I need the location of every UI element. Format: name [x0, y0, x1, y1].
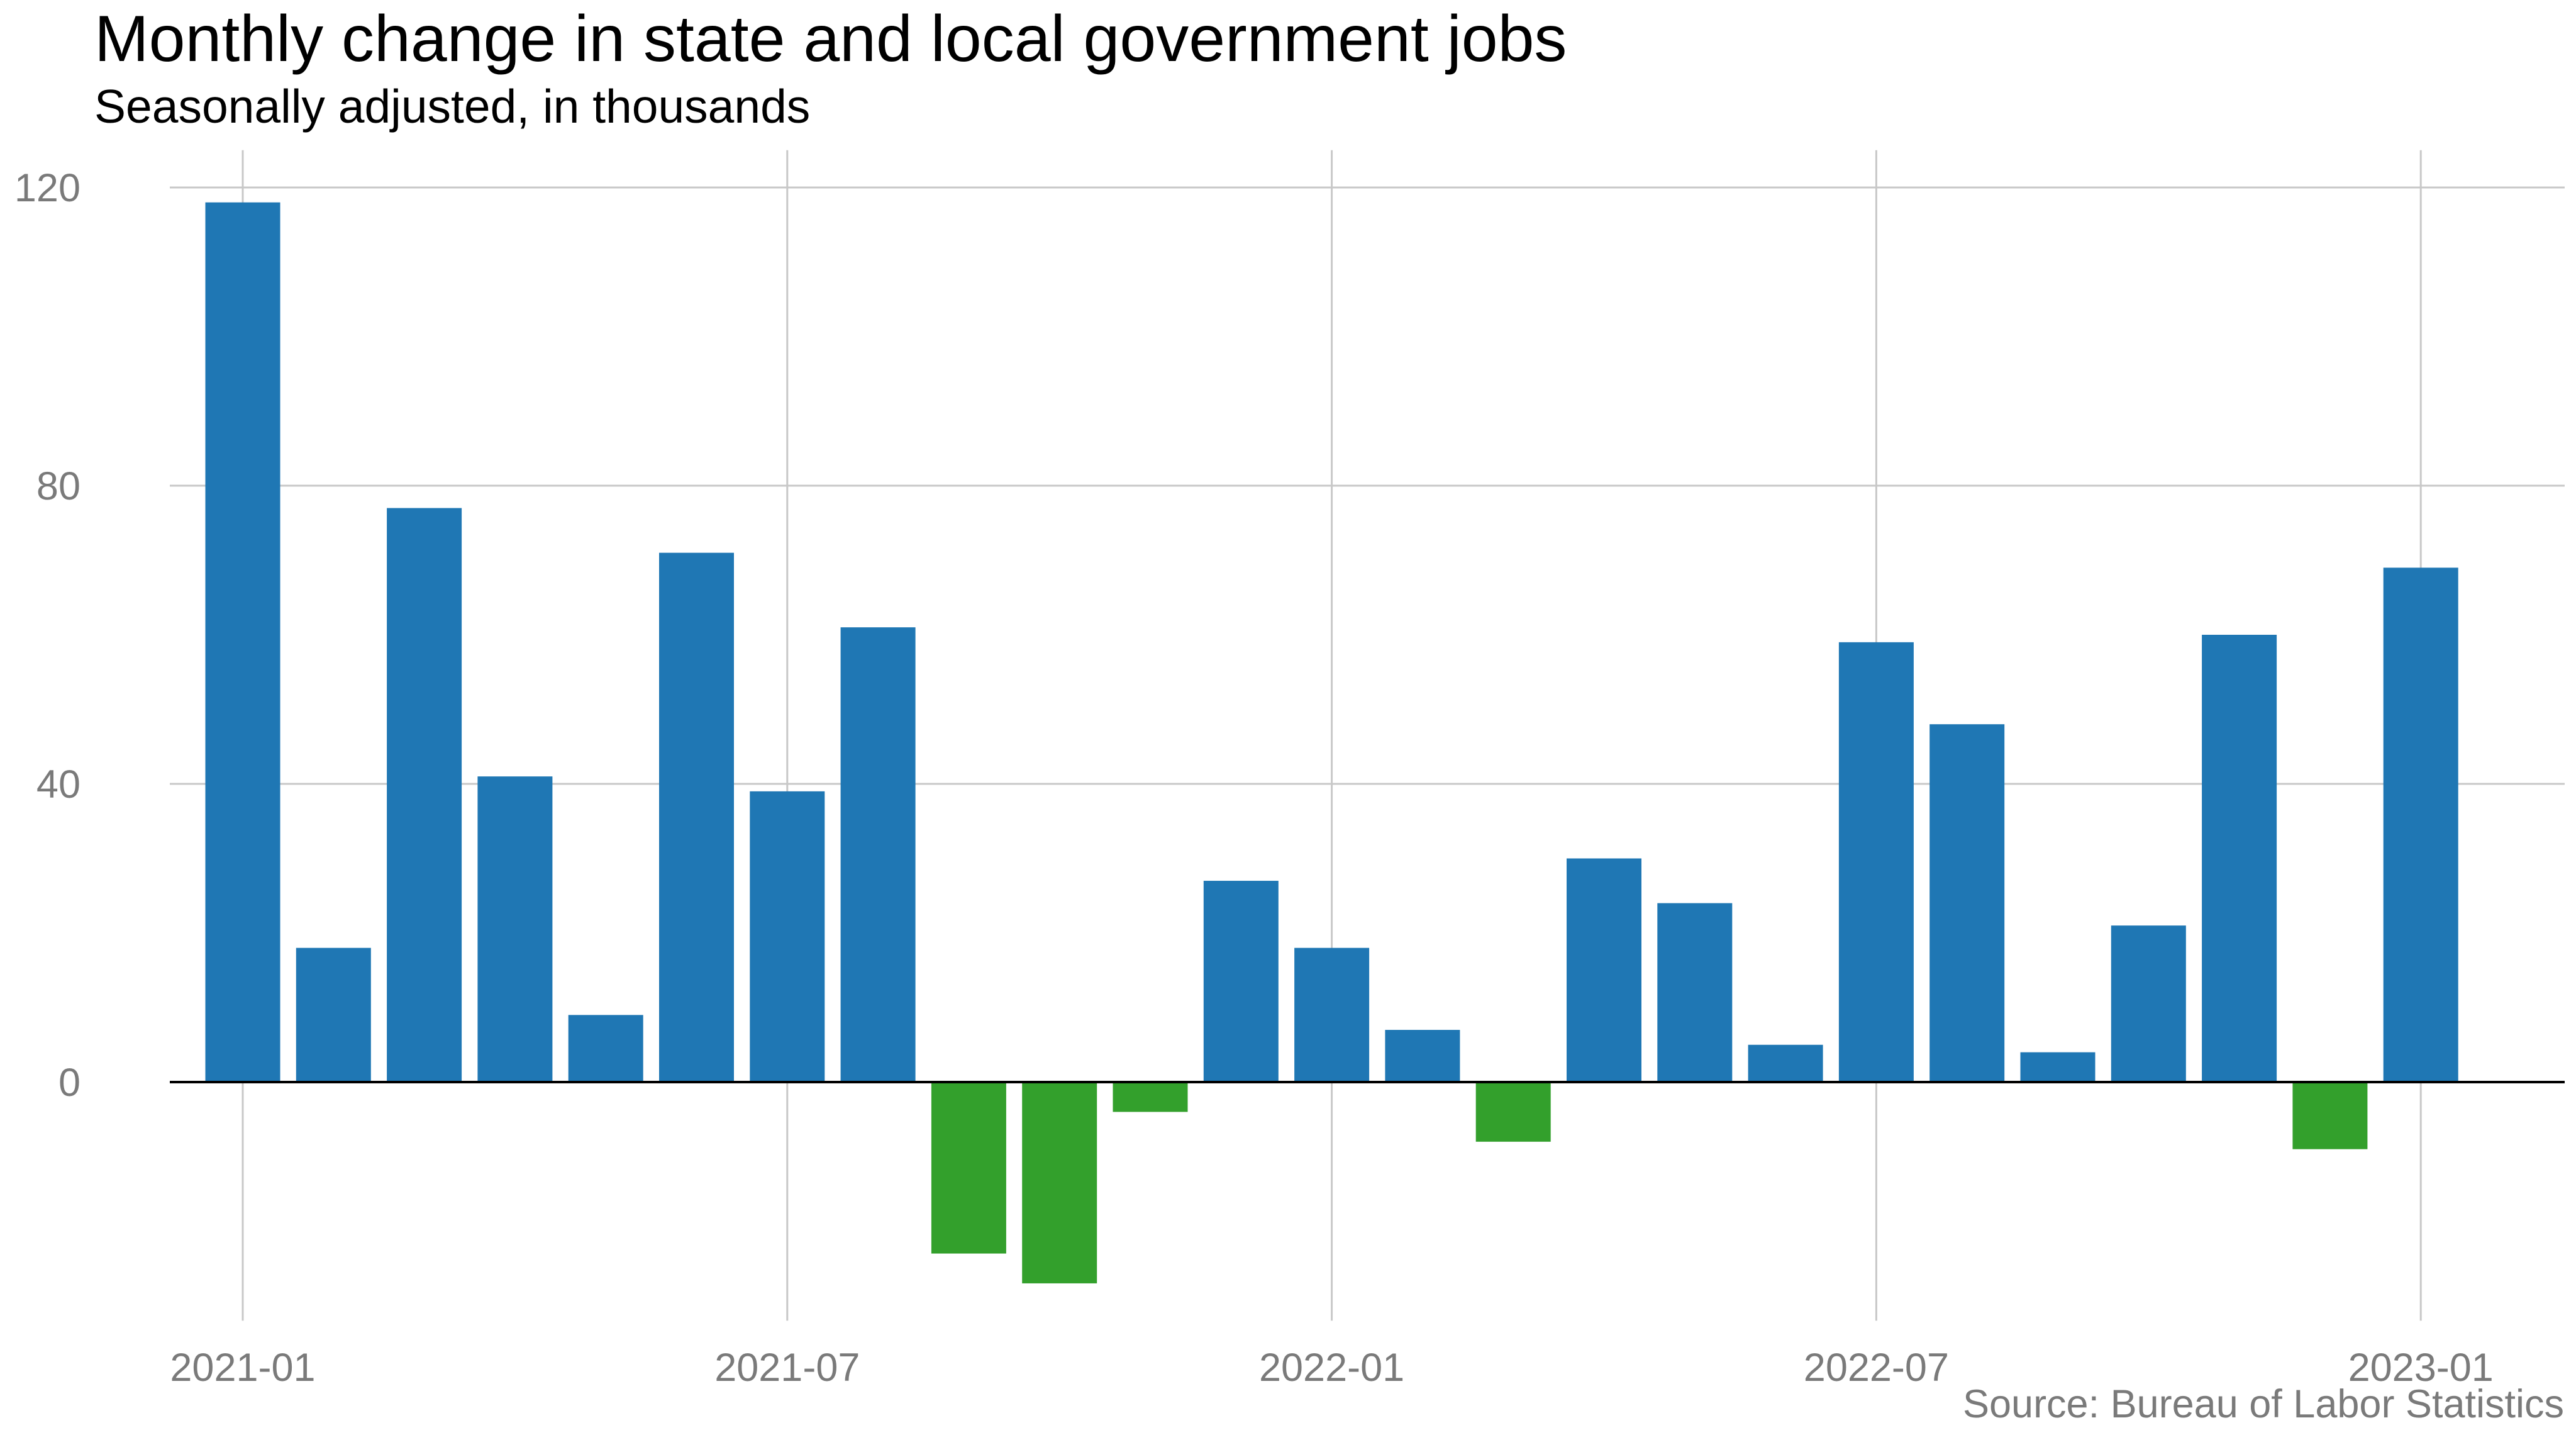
bar-2021-11	[1113, 1082, 1188, 1112]
y-tick-label: 120	[14, 166, 80, 210]
bar-2021-10	[1022, 1082, 1097, 1283]
bar-2023-01	[2383, 567, 2458, 1082]
bar-2021-09	[931, 1082, 1006, 1254]
bar-2021-03	[387, 508, 462, 1082]
x-tick-label: 2021-07	[714, 1346, 860, 1390]
chart-subtitle: Seasonally adjusted, in thousands	[94, 80, 811, 133]
axes: 0 40 80 120 2021-01 2021-07 2022-01 2022-07 2023…	[14, 166, 2565, 1390]
x-tick-label: 2022-01	[1259, 1346, 1404, 1390]
bar-2021-08	[840, 627, 916, 1082]
bar-2022-08	[1929, 724, 2005, 1082]
bar-2022-12	[2292, 1082, 2368, 1149]
x-tick-label: 2021-01	[170, 1346, 315, 1390]
chart-title: Monthly change in state and local govern…	[94, 3, 1567, 75]
bars	[205, 202, 2458, 1283]
bar-2021-12	[1203, 881, 1279, 1082]
bar-2022-05	[1657, 903, 1733, 1082]
bar-2022-02	[1385, 1030, 1460, 1082]
bar-2022-06	[1748, 1044, 1823, 1082]
bar-2022-04	[1567, 858, 1641, 1082]
y-tick-label: 80	[36, 464, 80, 508]
bar-2021-06	[659, 552, 734, 1082]
bar-2022-07	[1838, 642, 1914, 1082]
bar-2021-05	[568, 1015, 643, 1082]
source-caption: Source: Bureau of Labor Statistics	[1962, 1382, 2564, 1426]
y-tick-label: 40	[36, 762, 80, 807]
bar-2022-10	[2111, 925, 2186, 1082]
bar-2021-04	[477, 776, 553, 1082]
x-tick-label: 2022-07	[1804, 1346, 1949, 1390]
bar-2021-02	[296, 947, 371, 1082]
bar-2021-07	[750, 791, 825, 1082]
bar-2021-01	[205, 202, 280, 1083]
y-tick-label: 0	[58, 1061, 80, 1105]
x-tick-label: 2023-01	[2348, 1346, 2494, 1390]
bar-2022-01	[1294, 947, 1370, 1082]
bar-2022-09	[2020, 1052, 2096, 1082]
bar-2022-03	[1475, 1082, 1551, 1142]
bar-2022-11	[2202, 635, 2277, 1082]
